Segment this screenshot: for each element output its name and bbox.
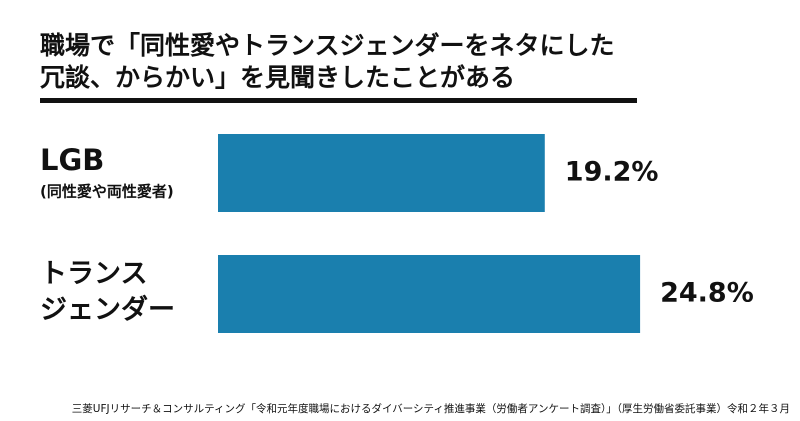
bar [218, 255, 641, 333]
category-label: ジェンダー [40, 294, 175, 326]
category-label: LGB [40, 143, 104, 177]
value-label: 19.2% [565, 157, 659, 188]
chart-title: 冗談、からかい」を見聞きしたことがある [40, 63, 515, 92]
chart-title: 職場で「同性愛やトランスジェンダーをネタにした [40, 31, 615, 60]
category-note: (同性愛や両性愛者) [40, 183, 174, 201]
value-label: 24.8% [660, 278, 754, 309]
bar [218, 134, 545, 212]
title-rule [40, 98, 637, 103]
source: 三菱UFJリサーチ＆コンサルティング「令和元年度職場におけるダイバーシティ推進事… [72, 402, 790, 415]
category-label: トランス [40, 259, 147, 290]
